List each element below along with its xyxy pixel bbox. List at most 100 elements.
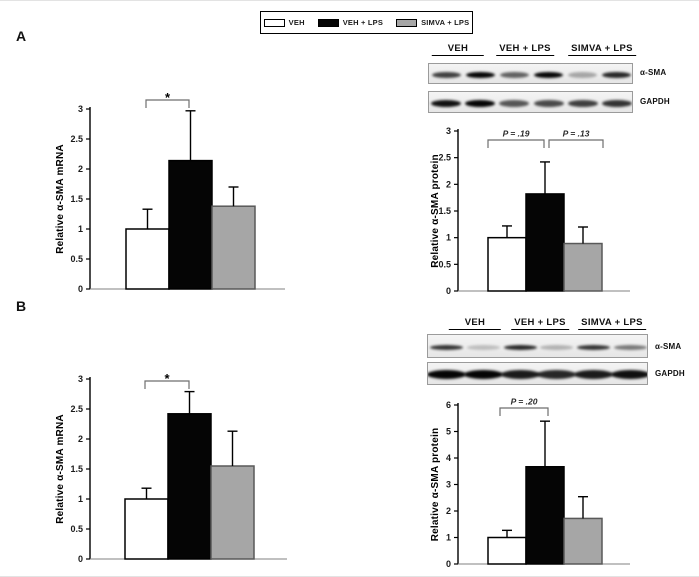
y-tick-label: 2 — [446, 506, 451, 516]
bar-veh-lps — [167, 413, 212, 560]
protein-band — [567, 99, 598, 107]
blot-strip-target — [427, 334, 648, 358]
protein-band — [602, 71, 632, 78]
bar-veh — [125, 228, 170, 290]
y-tick-label: 1.5 — [70, 194, 83, 204]
protein-band — [465, 71, 495, 78]
chart-svg-a_mrna: Relative α-SMA mRNA 0 0.5 1 1.5 2 2.5 3 * — [55, 90, 285, 294]
significance-bracket — [499, 407, 549, 416]
legend-swatch — [317, 18, 339, 27]
y-tick-label: 1 — [78, 494, 83, 504]
y-tick-label: 1.5 — [70, 464, 83, 474]
protein-band — [431, 71, 461, 78]
bar-veh — [487, 536, 527, 565]
bar-veh — [487, 236, 527, 292]
protein-band — [614, 344, 647, 350]
chart-a-mrna: Relative α-SMA mRNA 0 0.5 1 1.5 2 2.5 3 * — [48, 79, 300, 303]
bar-veh-lps — [525, 465, 565, 565]
y-axis-title: Relative α-SMA protein — [430, 154, 441, 268]
protein-band — [540, 344, 574, 350]
y-tick-label: 1 — [446, 233, 451, 243]
protein-band — [499, 71, 529, 78]
bar-simva-lps — [563, 517, 603, 565]
legend-swatch — [396, 18, 418, 27]
protein-band — [601, 99, 632, 107]
protein-band — [463, 370, 503, 379]
y-tick-label: 2.5 — [70, 404, 83, 414]
protein-band — [533, 99, 564, 107]
protein-band — [568, 71, 598, 78]
y-tick-label: 2 — [446, 179, 451, 189]
blot-lane-header: SIMVA + LPS — [568, 43, 636, 56]
blot-row-label: GAPDH — [655, 369, 685, 378]
y-tick-label: 3 — [78, 374, 83, 384]
protein-band — [431, 99, 462, 107]
y-tick-label: 3 — [78, 104, 83, 114]
y-tick-label: 0.5 — [70, 254, 83, 264]
significance-star: * — [164, 371, 170, 386]
protein-band — [500, 370, 540, 379]
legend-item: SIMVA + LPS — [396, 18, 469, 27]
p-value-label: P = .20 — [511, 397, 538, 407]
y-axis-title: Relative α-SMA mRNA — [55, 414, 66, 524]
y-tick-label: 3 — [446, 480, 451, 490]
protein-band — [534, 71, 564, 78]
legend-label: SIMVA + LPS — [421, 18, 470, 27]
y-tick-label: 6 — [446, 400, 451, 410]
p-value-label: P = .19 — [503, 129, 530, 139]
y-axis-title: Relative α-SMA mRNA — [55, 144, 66, 254]
y-tick-label: 0.5 — [438, 259, 451, 269]
bar-veh-lps — [525, 193, 565, 292]
blot-row-label: GAPDH — [640, 97, 670, 106]
chart-b-protein: Relative α-SMA protein 0 1 2 3 4 5 6 P = .20 — [430, 396, 670, 574]
bar-veh-lps — [168, 159, 213, 290]
blot-lane-header: VEH — [431, 43, 485, 56]
panel-b-label: B — [16, 298, 27, 314]
blot-strip-loading-control — [427, 362, 648, 385]
y-tick-label: 1 — [446, 533, 451, 543]
panel-a-label: A — [16, 28, 27, 44]
significance-bracket — [548, 139, 604, 148]
y-tick-label: 0 — [78, 284, 83, 294]
significance-star: * — [165, 90, 171, 105]
p-value-label: P = .13 — [563, 129, 590, 139]
significance-bracket — [144, 380, 190, 389]
protein-band — [503, 344, 537, 350]
y-tick-label: 2.5 — [438, 153, 451, 163]
blot-row-label: α-SMA — [640, 68, 667, 77]
y-axis-title: Relative α-SMA protein — [430, 428, 441, 542]
protein-band — [611, 370, 647, 379]
protein-band — [466, 344, 500, 350]
y-tick-label: 2 — [78, 164, 83, 174]
legend-item: VEH — [263, 18, 305, 27]
legend-label: VEH — [288, 18, 305, 27]
y-tick-label: 1.5 — [438, 206, 451, 216]
legend-label: VEH + LPS — [342, 18, 384, 27]
chart-svg-b_mrna: Relative α-SMA mRNA 0 0.5 1 1.5 2 2.5 3 * — [55, 371, 287, 564]
blot-strip-target — [428, 63, 633, 84]
bar-simva-lps — [211, 205, 256, 290]
legend-swatch — [263, 18, 285, 27]
blot-strip-loading-control — [428, 91, 633, 113]
protein-band — [428, 370, 466, 379]
legend: VEH VEH + LPS SIMVA + LPS — [260, 11, 473, 34]
y-tick-label: 5 — [446, 427, 451, 437]
protein-band — [537, 370, 577, 379]
significance-bracket — [145, 99, 190, 108]
protein-band — [577, 344, 611, 350]
y-tick-label: 0 — [446, 286, 451, 296]
protein-band — [574, 370, 614, 379]
bar-veh — [124, 498, 169, 560]
protein-band — [465, 99, 496, 107]
chart-a-protein: Relative α-SMA protein 0 0.5 1 1.5 2 2.5 3 P = .… — [430, 121, 670, 301]
western-blot-a: VEH VEH + LPS SIMVA + LPS α-SMA GAPDH — [428, 43, 699, 121]
bar-simva-lps — [210, 465, 255, 560]
y-tick-label: 2 — [78, 434, 83, 444]
y-tick-label: 0 — [78, 554, 83, 564]
y-tick-label: 1 — [78, 224, 83, 234]
protein-band — [499, 99, 530, 107]
protein-band — [429, 344, 463, 350]
y-tick-label: 0 — [446, 559, 451, 569]
western-blot-b: VEH VEH + LPS SIMVA + LPS α-SMA GAPDH — [427, 317, 699, 392]
